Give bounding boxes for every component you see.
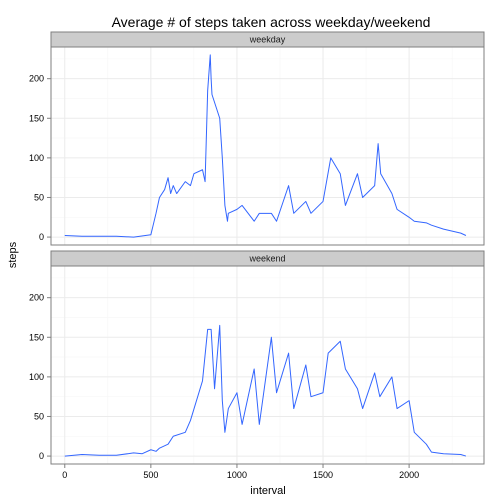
y-tick-label: 100 [29,153,44,163]
x-tick-label: 1000 [227,470,247,480]
series-line-weekend [64,324,467,457]
facet-strip-label: weekend [248,254,285,264]
facet-panels: weekday 0 50 100 150 200 weekend 0 50 100 150 200 [29,31,485,465]
x-axis: 0 500 1000 1500 2000 [62,464,419,480]
chart-title: Average # of steps taken across weekday/… [112,14,431,30]
facet-panel-weekday: weekday 0 50 100 150 200 [29,31,485,246]
panel-border [50,265,485,465]
x-tick-label: 1500 [313,470,333,480]
facet-panel-weekend: weekend 0 50 100 150 200 [29,250,485,465]
y-tick-label: 50 [34,411,44,421]
y-tick-label: 150 [29,332,44,342]
y-tick-label: 100 [29,372,44,382]
x-tick-label: 2000 [399,470,419,480]
y-tick-label: 200 [29,293,44,303]
x-tick-label: 0 [62,470,67,480]
series-line-weekday [64,54,467,238]
y-tick-label: 200 [29,74,44,84]
x-tick-label: 500 [143,470,158,480]
y-tick-label: 0 [39,451,44,461]
x-axis-title: interval [250,485,285,497]
panel-background [51,47,484,245]
panel-border [50,46,485,246]
y-tick-label: 50 [34,192,44,202]
y-tick-label: 0 [39,232,44,242]
y-tick-label: 150 [29,113,44,123]
facet-strip-label: weekday [249,35,286,45]
y-axis-title: steps [7,241,19,268]
